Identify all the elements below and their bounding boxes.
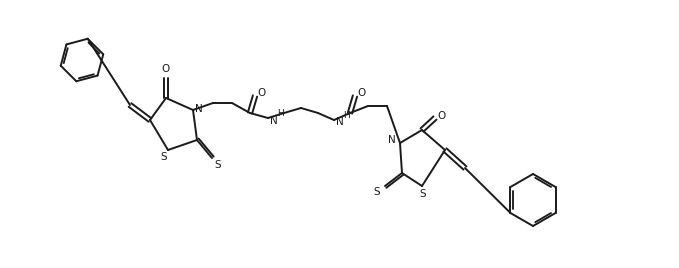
Text: O: O — [258, 88, 266, 98]
Text: N: N — [195, 104, 203, 114]
Text: N: N — [336, 117, 344, 127]
Text: O: O — [162, 64, 170, 74]
Text: S: S — [161, 152, 167, 162]
Text: H: H — [276, 110, 283, 118]
Text: N: N — [388, 135, 396, 145]
Text: S: S — [420, 189, 426, 199]
Text: O: O — [438, 111, 446, 121]
Text: O: O — [358, 88, 366, 98]
Text: S: S — [373, 187, 380, 197]
Text: H: H — [343, 110, 350, 120]
Text: S: S — [215, 160, 221, 170]
Text: N: N — [270, 116, 278, 126]
